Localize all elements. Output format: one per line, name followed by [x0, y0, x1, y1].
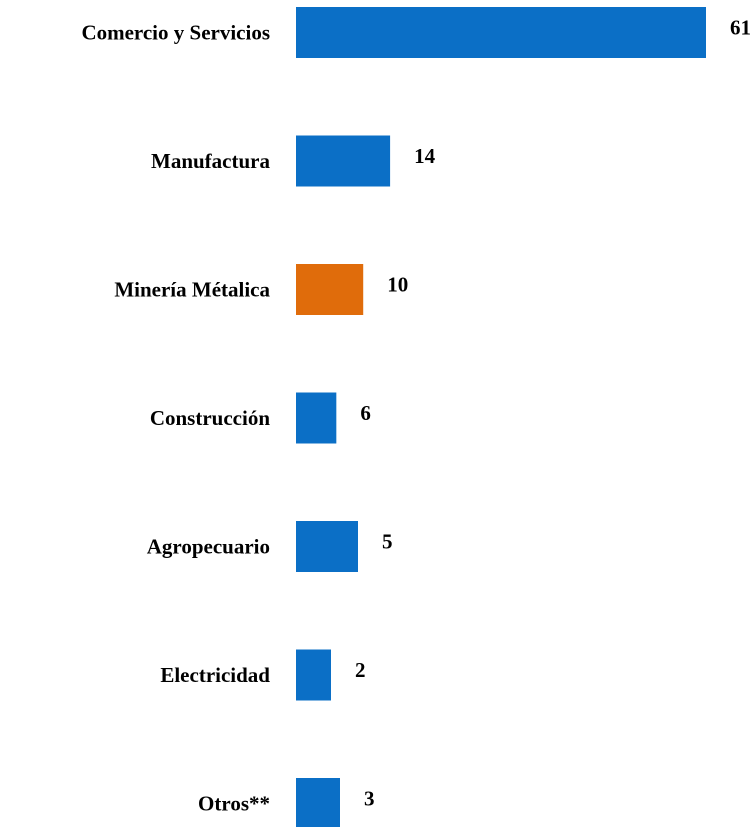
bar-4: [296, 521, 358, 572]
bar-2: [296, 264, 364, 315]
bar-3: [296, 392, 337, 444]
category-label-4: Agropecuario: [147, 535, 270, 559]
value-label-6: 3: [364, 787, 375, 811]
category-label-2: Minería Métalica: [114, 278, 270, 302]
value-label-4: 5: [382, 530, 393, 554]
value-label-2: 10: [387, 273, 408, 297]
category-label-6: Otros**: [198, 792, 270, 816]
bar-5: [296, 649, 331, 701]
value-label-3: 6: [360, 401, 371, 425]
category-label-0: Comercio y Servicios: [81, 21, 270, 45]
category-label-5: Electricidad: [160, 663, 270, 687]
bars-group: [296, 7, 706, 827]
value-label-0: 61: [730, 16, 751, 40]
category-label-1: Manufactura: [151, 149, 270, 173]
value-label-1: 14: [414, 144, 436, 168]
bar-1: [296, 135, 391, 187]
value-labels-group: 61 14 10 6 5 2 3: [355, 16, 751, 811]
bar-6: [296, 778, 340, 827]
category-labels-group: Comercio y Servicios Manufactura Minería M…: [81, 21, 270, 816]
bar-0: [296, 7, 706, 58]
category-label-3: Construcción: [150, 406, 270, 430]
value-label-5: 2: [355, 658, 366, 682]
